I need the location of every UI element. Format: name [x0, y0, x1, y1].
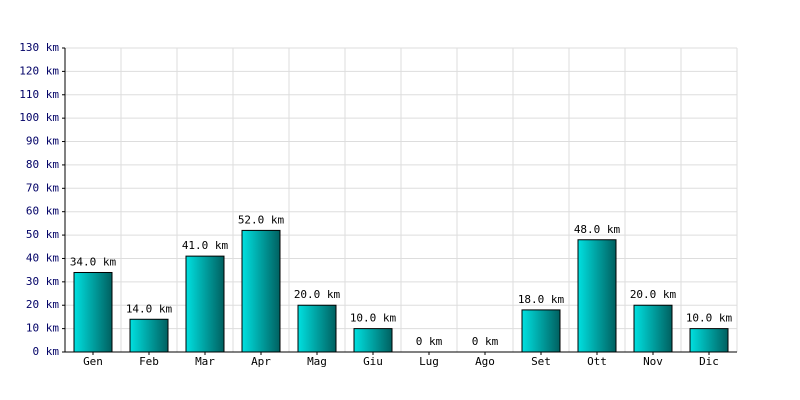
y-tick-label: 70 km — [26, 181, 59, 194]
y-tick-label: 30 km — [26, 275, 59, 288]
value-label: 10.0 km — [686, 312, 733, 325]
x-tick-label: Mag — [307, 355, 327, 368]
x-tick-label: Gen — [83, 355, 103, 368]
bar — [577, 239, 617, 353]
value-label: 18.0 km — [518, 293, 565, 306]
y-tick-label: 20 km — [26, 298, 59, 311]
bar — [241, 229, 281, 353]
y-tick-label: 130 km — [19, 41, 59, 54]
x-tick-label: Set — [531, 355, 551, 368]
bar — [353, 328, 393, 353]
y-tick-label: 80 km — [26, 158, 59, 171]
bar — [129, 318, 169, 353]
x-tick-label: Giu — [363, 355, 383, 368]
y-tick-label: 10 km — [26, 322, 59, 335]
x-tick-label: Ott — [587, 355, 607, 368]
x-tick-label: Dic — [699, 355, 719, 368]
y-tick-label: 100 km — [19, 111, 59, 124]
value-label: 41.0 km — [182, 239, 229, 252]
value-label: 0 km — [416, 335, 443, 348]
bar — [689, 328, 729, 353]
bar — [633, 304, 673, 353]
value-label: 52.0 km — [238, 213, 285, 226]
bar — [521, 309, 561, 353]
y-tick-label: 60 km — [26, 205, 59, 218]
x-tick-label: Feb — [139, 355, 159, 368]
x-tick-label: Mar — [195, 355, 215, 368]
y-tick-label: 120 km — [19, 64, 59, 77]
x-tick-label: Ago — [475, 355, 495, 368]
y-tick-label: 40 km — [26, 251, 59, 264]
y-tick-label: 0 km — [33, 345, 60, 358]
value-label: 0 km — [472, 335, 499, 348]
x-tick-label: Nov — [643, 355, 663, 368]
x-tick-label: Lug — [419, 355, 439, 368]
bar — [297, 304, 337, 353]
bar — [73, 271, 113, 353]
bar — [185, 255, 225, 353]
y-tick-label: 110 km — [19, 88, 59, 101]
y-tick-label: 50 km — [26, 228, 59, 241]
value-label: 10.0 km — [350, 312, 397, 325]
value-label: 20.0 km — [630, 288, 677, 301]
value-label: 48.0 km — [574, 223, 621, 236]
x-tick-label: Apr — [251, 355, 271, 368]
value-label: 14.0 km — [126, 302, 173, 315]
y-tick-label: 90 km — [26, 135, 59, 148]
value-label: 20.0 km — [294, 288, 341, 301]
value-label: 34.0 km — [70, 255, 117, 268]
